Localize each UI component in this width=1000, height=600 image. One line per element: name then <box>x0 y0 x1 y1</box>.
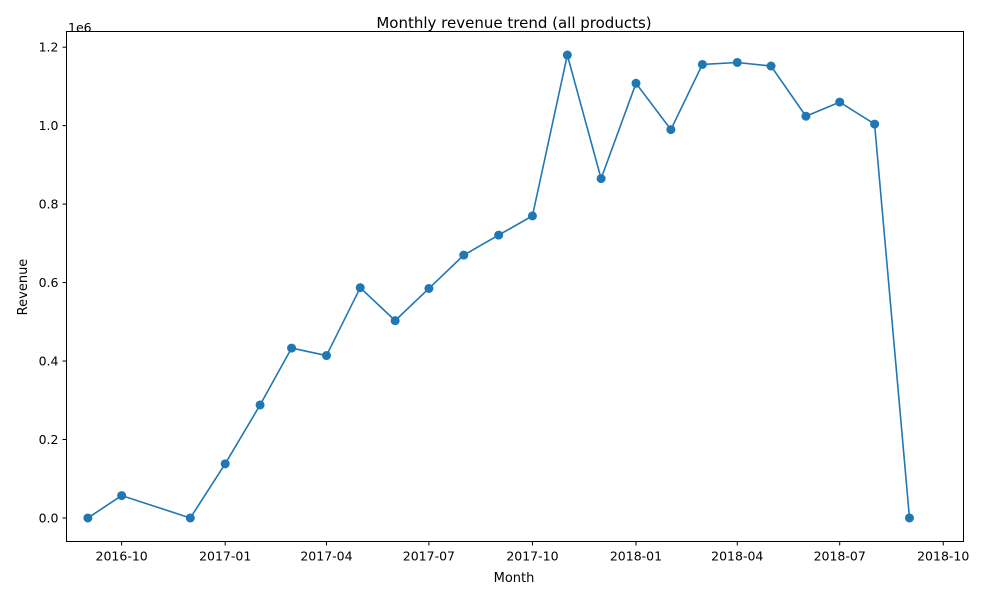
x-axis-label: Month <box>494 571 535 586</box>
data-point <box>83 513 93 523</box>
data-point <box>870 119 880 129</box>
x-tick-label: 2017-01 <box>199 549 251 564</box>
data-point <box>835 97 845 107</box>
x-tick-label: 2017-10 <box>506 549 558 564</box>
data-point <box>596 174 606 184</box>
data-point <box>185 513 195 523</box>
y-tick-label: 0.8 <box>39 197 59 212</box>
x-tick-label: 2018-10 <box>917 549 969 564</box>
data-point <box>732 57 742 67</box>
data-point <box>697 59 707 69</box>
y-tick-label: 0.4 <box>39 354 59 369</box>
data-point <box>801 111 811 121</box>
y-tick-label: 0.0 <box>39 510 59 525</box>
data-point <box>631 78 641 88</box>
plot-frame <box>66 31 964 542</box>
chart-title: Monthly revenue trend (all products) <box>376 14 651 32</box>
x-tick-label: 2016-10 <box>96 549 148 564</box>
data-point <box>390 316 400 326</box>
data-point <box>666 125 676 135</box>
y-axis-ticks: 0.0 0.2 0.4 0.6 0.8 1.0 1.2 <box>39 40 67 525</box>
data-point <box>220 459 230 469</box>
x-tick-label: 2018-01 <box>610 549 662 564</box>
data-point <box>255 400 265 410</box>
data-point <box>562 50 572 60</box>
data-point <box>904 513 914 523</box>
data-point <box>287 343 297 353</box>
x-axis-ticks: 2016-10 2017-01 2017-04 2017-07 2017-10 2018-… <box>96 541 969 564</box>
y-tick-label: 1.2 <box>39 40 59 55</box>
x-tick-label: 2018-07 <box>814 549 866 564</box>
y-axis-offset-label: 1e6 <box>68 20 92 35</box>
series-line <box>87 54 911 519</box>
y-tick-label: 0.2 <box>39 432 59 447</box>
data-point <box>355 283 365 293</box>
data-point <box>494 230 504 240</box>
y-tick-label: 0.6 <box>39 275 59 290</box>
series-layer <box>83 50 914 523</box>
data-point <box>527 211 537 221</box>
x-tick-label: 2018-04 <box>711 549 763 564</box>
data-point <box>117 491 127 501</box>
data-point <box>766 61 776 71</box>
data-point <box>424 283 434 293</box>
y-tick-label: 1.0 <box>39 118 59 133</box>
x-tick-label: 2017-07 <box>403 549 455 564</box>
x-tick-label: 2017-04 <box>300 549 352 564</box>
data-point <box>321 351 331 361</box>
y-axis-label: Revenue <box>16 259 31 316</box>
data-point <box>459 250 469 260</box>
